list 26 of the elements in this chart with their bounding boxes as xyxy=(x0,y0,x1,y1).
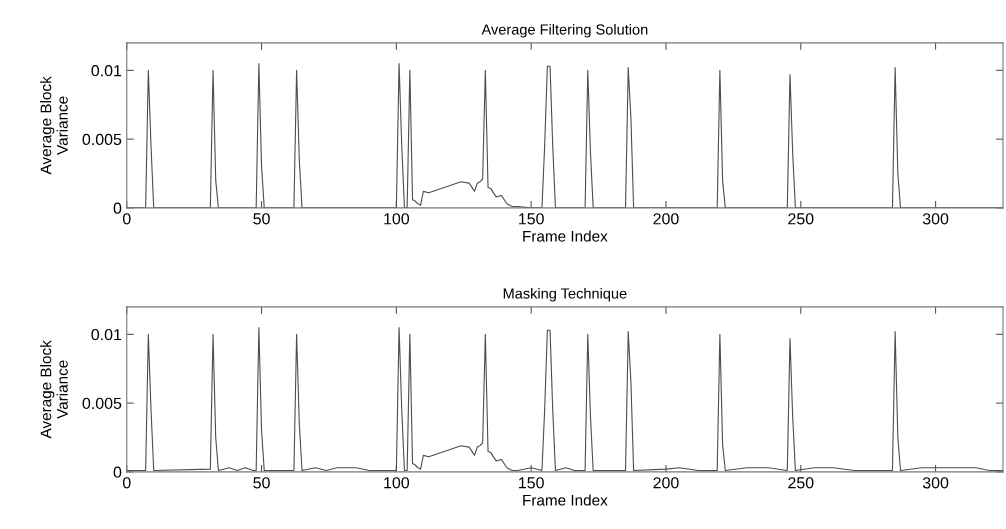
chart-title: Average Filtering Solution xyxy=(481,23,648,38)
x-tick-label: 100 xyxy=(384,477,410,489)
y-tick-label: 0 xyxy=(113,202,122,214)
x-tick-label: 150 xyxy=(519,213,544,225)
y-tick-label: 0.005 xyxy=(82,397,122,410)
x-axis-title: Frame Index xyxy=(523,230,608,242)
x-tick-label: 250 xyxy=(788,213,814,225)
x-tick-label: 300 xyxy=(922,213,949,225)
y-axis-title: Average Block Variance xyxy=(40,340,68,439)
x-tick-label: 300 xyxy=(922,477,949,489)
x-tick-label: 150 xyxy=(519,477,544,489)
y-tick-label: 0.01 xyxy=(91,328,122,341)
y-tick-label: 0 xyxy=(113,466,122,478)
x-tick-label: 200 xyxy=(653,477,679,489)
x-tick-label: 50 xyxy=(253,213,270,225)
x-tick-label: 250 xyxy=(788,477,814,489)
x-tick-label: 50 xyxy=(253,477,270,489)
x-tick-label: 100 xyxy=(384,213,410,225)
x-tick-label: 0 xyxy=(122,213,131,225)
x-tick-label: 200 xyxy=(653,213,679,225)
y-tick-label: 0.005 xyxy=(82,133,122,146)
y-tick-label: 0.01 xyxy=(91,64,122,77)
x-tick-label: 0 xyxy=(122,477,131,489)
x-axis-title: Frame Index xyxy=(523,494,608,506)
y-axis-title: Average Block Variance xyxy=(40,76,68,175)
chart-title: Masking Technique xyxy=(503,287,627,302)
